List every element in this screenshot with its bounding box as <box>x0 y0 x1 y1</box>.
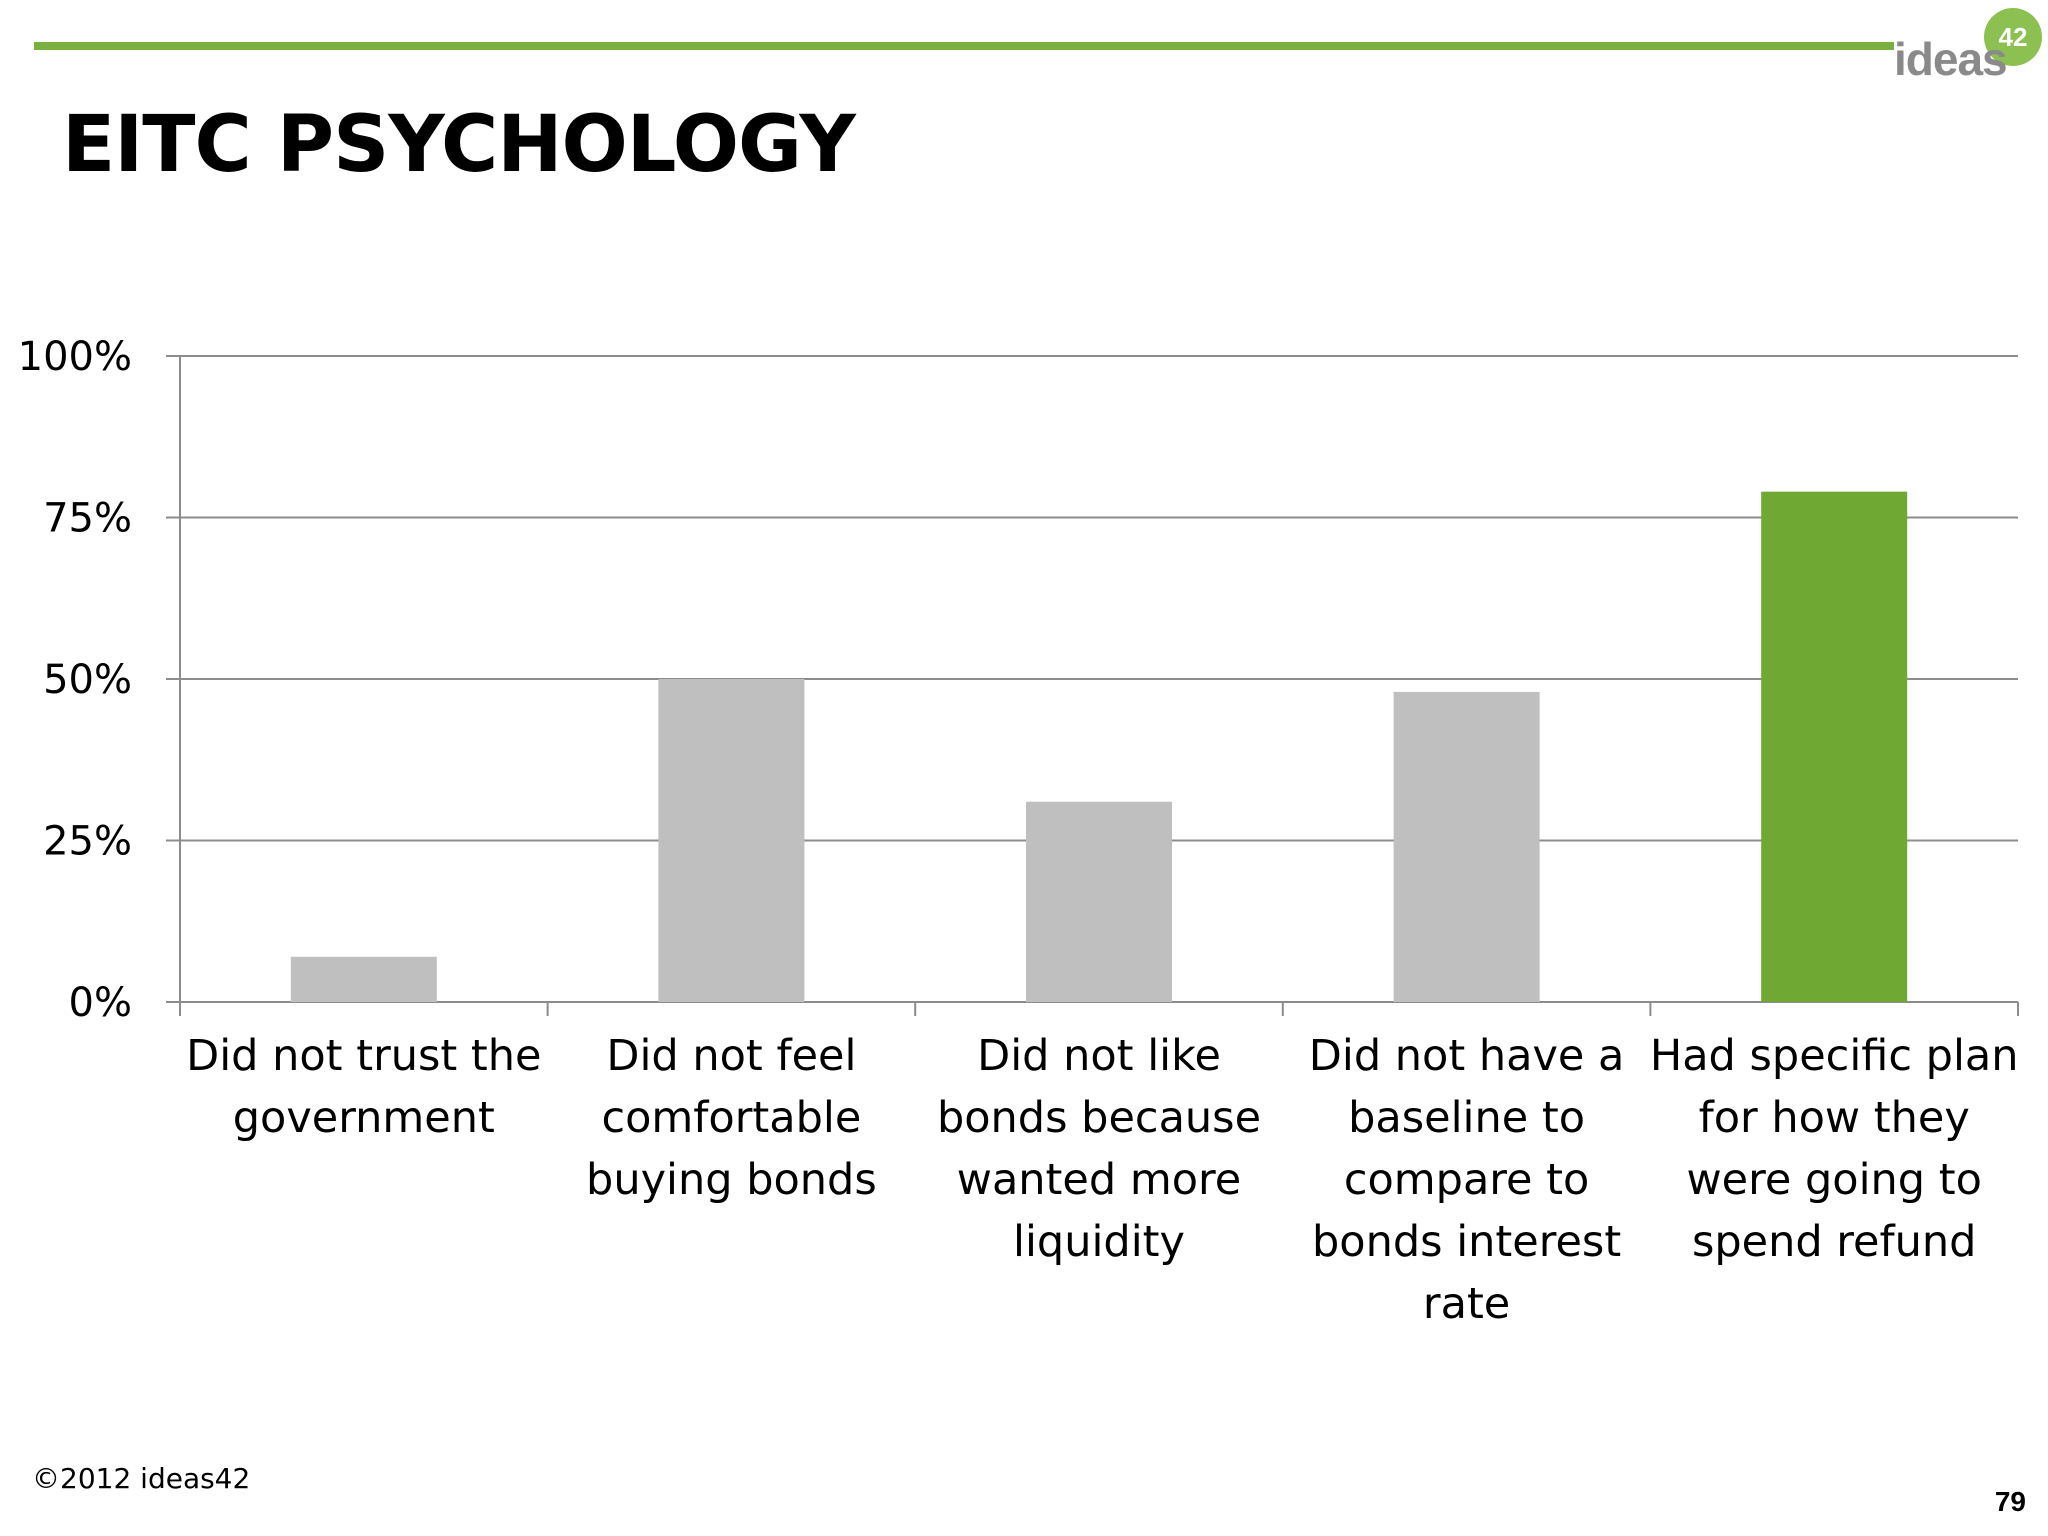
bar-0 <box>290 956 437 1002</box>
x-category-label-line: government <box>233 1093 495 1143</box>
x-category-label-4: Had specific plan for how they were going … <box>1650 1031 2019 1267</box>
copyright-notice: ©2012 ideas42 <box>32 1462 251 1495</box>
x-category-label-line: bonds interest <box>1312 1217 1621 1267</box>
x-category-label-line: bonds because <box>937 1093 1261 1143</box>
header-accent-rule <box>34 42 1894 50</box>
x-category-label-1: Did not feel comfortable buying bonds <box>586 1031 877 1205</box>
page-title: EITC PSYCHOLOGY <box>62 100 856 190</box>
bar-4 <box>1761 491 1908 1002</box>
x-category-label-line: Had specific plan <box>1650 1031 2019 1081</box>
x-category-label-line: were going to <box>1686 1155 1981 1205</box>
x-category-label-line: baseline to <box>1348 1093 1585 1143</box>
x-category-label-0: Did not trust the government <box>186 1031 541 1143</box>
x-category-label-line: buying bonds <box>586 1155 877 1205</box>
x-category-label-line: Did not like <box>977 1031 1221 1081</box>
x-category-label-line: comfortable <box>601 1093 861 1143</box>
logo-wordmark: ideas <box>1894 33 2008 85</box>
x-category-label-3: Did not have a baseline to compare to bonds… <box>1309 1031 1625 1329</box>
logo-badge: 42 <box>1984 8 2042 66</box>
x-category-label-2: Did not like bonds because wanted more liqu… <box>937 1031 1261 1267</box>
x-category-label-line: spend refund <box>1692 1217 1977 1267</box>
x-category-label-line: compare to <box>1344 1155 1590 1205</box>
x-category-label-line: for how they <box>1699 1093 1970 1143</box>
y-tick-label-4: 100% <box>18 334 132 380</box>
x-category-label-line: Did not have a <box>1309 1031 1625 1081</box>
x-category-label-line: rate <box>1423 1279 1510 1329</box>
bar-2 <box>1026 801 1172 1002</box>
x-category-label-line: Did not feel <box>606 1031 856 1081</box>
bar-3 <box>1393 691 1540 1002</box>
y-tick-label-0: 0% <box>69 980 132 1026</box>
y-tick-label-2: 50% <box>43 657 132 703</box>
bar-1 <box>658 679 805 1002</box>
x-category-label-line: wanted more <box>957 1155 1241 1205</box>
bar-chart: 0% 25% 50% 75% 100% Did not trust the governme… <box>18 334 2019 1329</box>
ideas42-logo: 42 ideas <box>1886 4 2048 94</box>
x-category-label-line: liquidity <box>1013 1217 1185 1267</box>
y-tick-label-3: 75% <box>43 496 132 542</box>
page-number: 79 <box>1994 1486 2026 1517</box>
y-tick-label-1: 25% <box>43 819 132 865</box>
x-category-label-line: Did not trust the <box>186 1031 541 1081</box>
